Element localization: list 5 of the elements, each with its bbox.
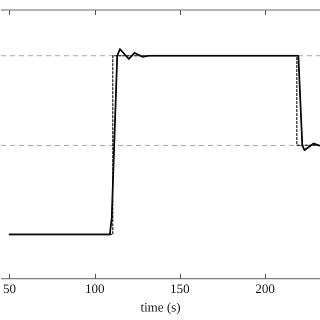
x-tick-label: 100 — [84, 281, 104, 296]
x-tick-label: 50 — [3, 281, 16, 296]
x-tick-label: 150 — [170, 281, 190, 296]
x-axis-title: time (s) — [140, 300, 181, 315]
x-tick-label: 200 — [255, 281, 275, 296]
